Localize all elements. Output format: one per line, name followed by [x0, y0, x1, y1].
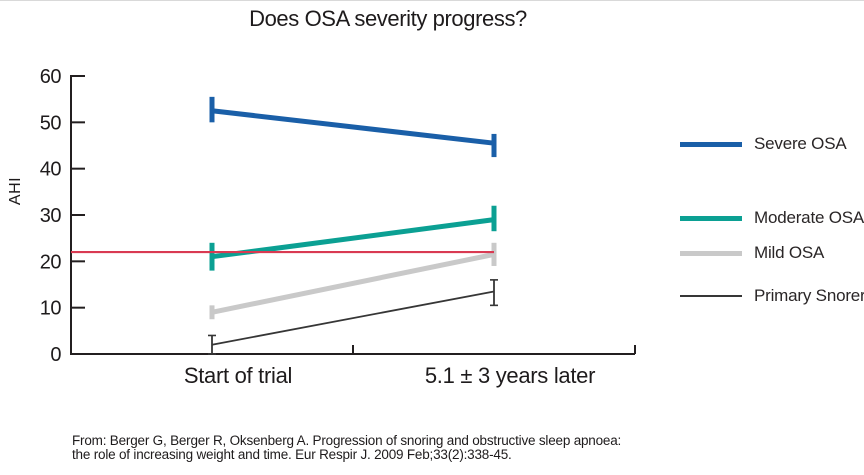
y-tick-label: 20 [40, 251, 62, 273]
series-mild-osa [209, 242, 497, 320]
x-category-label-start: Start of trial [183, 363, 293, 388]
series-primary-snorers [208, 279, 498, 355]
citation: From: Berger G, Berger R, Oksenberg A. P… [72, 434, 621, 461]
y-tick-label: 0 [50, 344, 61, 366]
y-tick-label: 60 [40, 66, 62, 88]
chart-title: Does OSA severity progress? [249, 6, 527, 31]
y-tick-label: 30 [40, 205, 62, 227]
citation-line-2: the role of increasing weight and time. … [72, 446, 512, 462]
series-moderate-osa [209, 205, 497, 271]
y-tick-label: 40 [40, 159, 62, 181]
data-line [211, 290, 495, 346]
citation-line-1: From: Berger G, Berger R, Oksenberg A. P… [72, 433, 622, 448]
y-tick-label: 10 [40, 298, 62, 320]
data-line [211, 251, 495, 315]
data-line [211, 108, 495, 146]
data-line [211, 217, 495, 260]
series-severe-osa [209, 96, 497, 158]
x-category-label-later: 5.1 ± 3 years later [424, 363, 596, 388]
y-tick-label: 50 [40, 112, 62, 134]
